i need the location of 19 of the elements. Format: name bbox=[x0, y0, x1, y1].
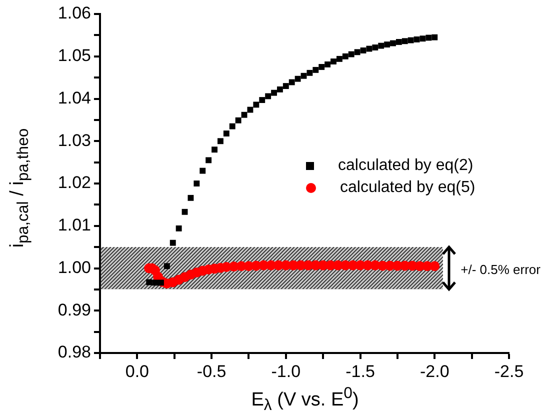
y-tick-label: 1.01 bbox=[58, 216, 91, 235]
y-tick-label: 1.06 bbox=[58, 4, 91, 23]
y-tick-label: 0.99 bbox=[58, 300, 91, 320]
y-tick-label: 1.05 bbox=[58, 46, 91, 66]
y-tick-label: 1.02 bbox=[58, 173, 91, 192]
y-tick-label: 1.04 bbox=[58, 88, 91, 108]
x-axis-title: E$_{λ}$ (V vs. E$^{0}$) bbox=[251, 385, 359, 416]
y-tick-label: 1.03 bbox=[58, 130, 91, 150]
legend-label: calculated by eq(2) bbox=[338, 157, 474, 175]
legend-label: calculated by eq(5) bbox=[340, 179, 476, 197]
band-label: +/- 0.5% error bbox=[460, 262, 542, 277]
x-tick-label: 0.0 bbox=[125, 362, 149, 381]
x-tick-label: -2.5 bbox=[494, 362, 524, 381]
y-tick-label: 0.98 bbox=[58, 342, 91, 362]
y-tick-label: 1.00 bbox=[58, 258, 91, 277]
x-tick-label: -1.0 bbox=[271, 362, 301, 381]
x-tick-label: -2.0 bbox=[420, 362, 450, 381]
x-tick-label: -1.5 bbox=[346, 362, 375, 381]
x-tick-label: -0.5 bbox=[196, 362, 226, 381]
